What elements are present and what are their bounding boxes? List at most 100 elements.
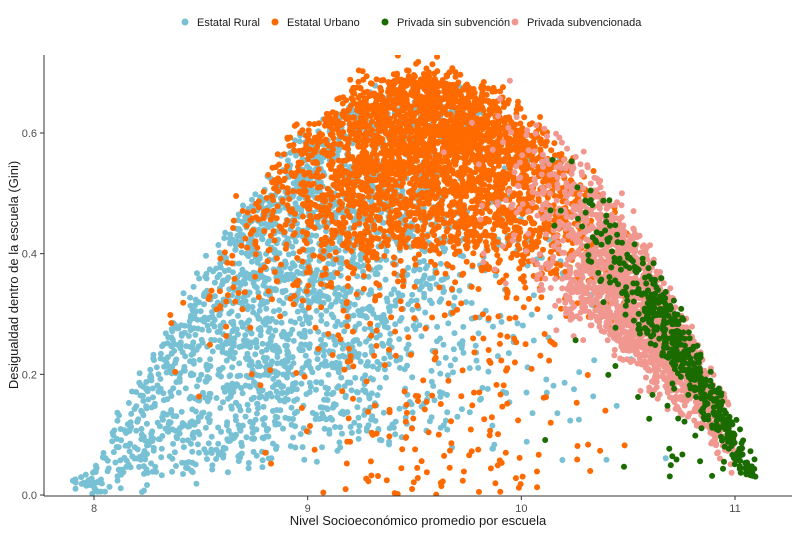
data-point [260,403,267,410]
data-point [249,304,256,310]
data-point [529,410,536,417]
data-point [396,242,403,249]
data-point [228,348,235,355]
data-point [472,314,479,321]
data-point [182,385,189,392]
data-point [387,330,394,337]
data-point [458,300,465,307]
data-point [302,341,309,348]
data-point [211,279,218,286]
data-point [405,264,412,271]
data-point [590,168,597,174]
data-point [209,462,216,469]
data-point [587,468,594,474]
data-point [158,454,165,461]
data-point [193,480,200,487]
data-point [428,300,435,307]
data-point [235,453,242,460]
data-point [567,417,574,424]
data-point [450,346,457,353]
data-point [361,272,367,279]
data-point [269,384,276,391]
data-point [355,94,362,101]
data-point [310,287,317,294]
data-point [371,352,378,359]
data-point [306,389,313,395]
data-point [340,94,347,101]
data-point [172,368,179,375]
data-point [391,490,398,496]
data-point [220,444,227,451]
data-point [514,320,521,327]
data-point [436,298,443,305]
data-point [261,421,267,428]
data-point [149,428,156,435]
data-point [257,363,264,370]
data-point [294,255,301,261]
data-point [157,376,164,382]
data-point [295,277,302,284]
data-point [149,385,156,392]
data-point [279,333,286,340]
data-point [281,310,288,317]
data-point [211,293,218,300]
data-point [148,460,155,467]
data-point [490,323,496,330]
data-point [189,406,196,413]
data-point [242,413,249,420]
data-point [481,416,488,423]
data-point [339,388,346,395]
data-point [251,435,258,442]
data-point [141,470,147,477]
data-point [270,308,277,315]
data-point [335,207,342,213]
data-point [250,297,257,304]
data-point [381,366,388,373]
data-point [475,364,482,371]
data-point [459,367,466,374]
data-point [404,362,411,369]
data-point [444,372,451,379]
data-point [177,370,184,377]
data-point [289,172,296,179]
data-point [123,457,130,464]
data-point [423,469,430,476]
data-point [173,356,180,363]
data-point [287,318,294,325]
data-point [323,224,330,231]
data-point [318,415,325,422]
data-point [442,270,449,277]
legend-marker [381,18,389,26]
data-point [356,396,363,403]
data-point [391,270,398,277]
data-point [114,417,121,424]
data-point [377,225,384,232]
data-point [238,249,245,256]
data-point [516,454,523,461]
data-point [414,475,421,481]
data-point [368,217,374,224]
data-point [392,352,399,359]
data-point [245,460,252,466]
data-point [471,389,477,396]
data-point [356,263,363,270]
data-point [307,383,314,390]
data-point [237,407,244,414]
data-point [220,399,226,406]
data-point [114,473,121,480]
data-point [227,372,234,379]
data-point [487,427,494,434]
data-point [190,283,197,290]
data-point [109,438,116,445]
data-point [168,334,175,341]
data-point [307,277,314,284]
data-point [371,402,378,409]
data-point [192,296,199,303]
data-point [250,208,257,215]
data-point [312,324,319,331]
data-point [252,351,259,358]
data-point [236,360,243,367]
data-point [410,415,417,422]
data-point [259,457,266,464]
